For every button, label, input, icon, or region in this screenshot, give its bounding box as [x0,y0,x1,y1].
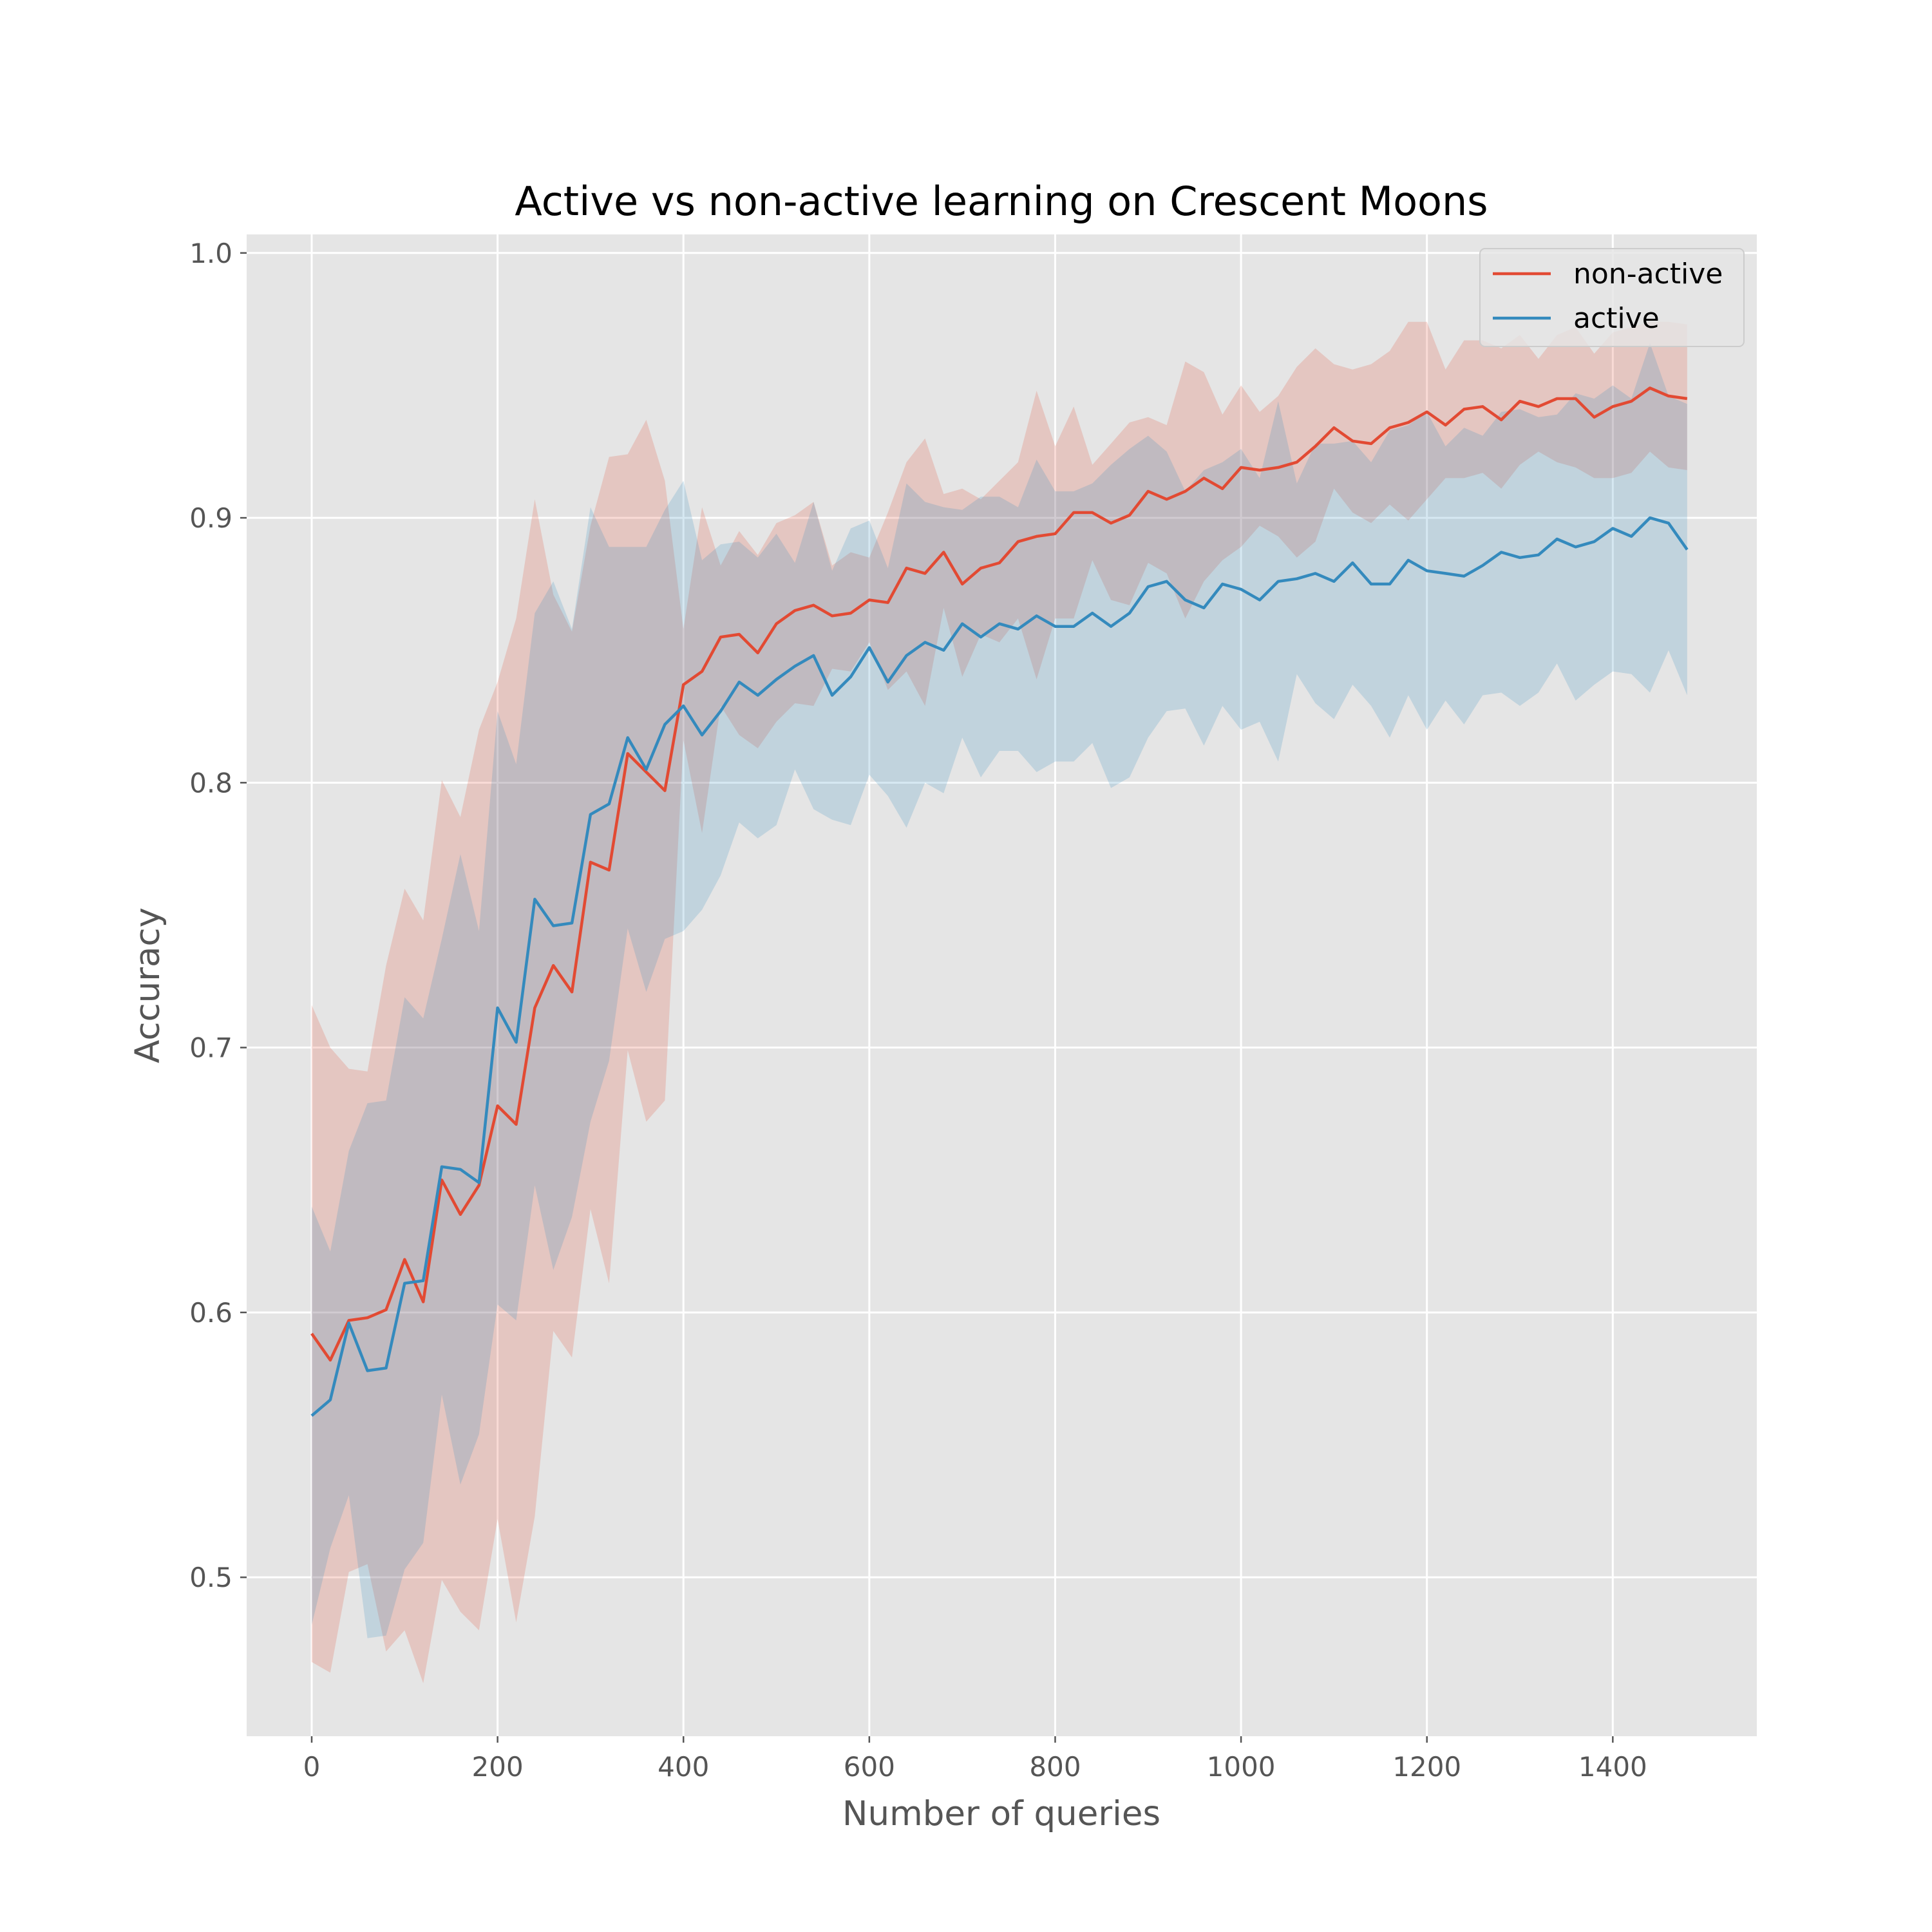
grid-lines [247,234,1757,1736]
x-tick-label: 0 [303,1751,321,1783]
x-axis-ticks: 0 200 400 600 800 1000 1200 1400 [303,1736,1647,1783]
series-lines [310,386,1689,1417]
x-axis-label: Number of queries [842,1794,1160,1833]
x-tick-label: 400 [658,1751,709,1783]
y-tick-label: 1.0 [189,238,232,269]
y-tick-label: 0.6 [189,1297,232,1329]
x-tick-label: 600 [844,1751,895,1783]
y-tick-label: 0.9 [189,502,232,534]
legend-label-active: active [1573,302,1660,335]
confidence-bands [312,321,1687,1683]
x-tick-label: 1000 [1207,1751,1276,1783]
x-tick-label: 1400 [1578,1751,1647,1783]
legend-label-non-active: non-active [1573,258,1723,290]
y-axis-ticks: 0.5 0.6 0.7 0.8 0.9 1.0 [189,238,247,1593]
y-tick-label: 0.7 [189,1032,232,1064]
y-axis-label: Accuracy [128,907,167,1063]
x-tick-label: 200 [472,1751,524,1783]
legend: non-active active [1479,248,1745,347]
x-tick-label: 800 [1029,1751,1081,1783]
series-line-active [310,516,1689,1417]
y-tick-label: 0.5 [189,1562,232,1593]
band-non-active [312,321,1687,1683]
y-tick-label: 0.8 [189,767,232,799]
chart-title: Active vs non-active learning on Crescen… [515,178,1488,225]
band-active [312,343,1687,1638]
x-tick-label: 1200 [1392,1751,1461,1783]
series-line-non-active [310,386,1688,1362]
